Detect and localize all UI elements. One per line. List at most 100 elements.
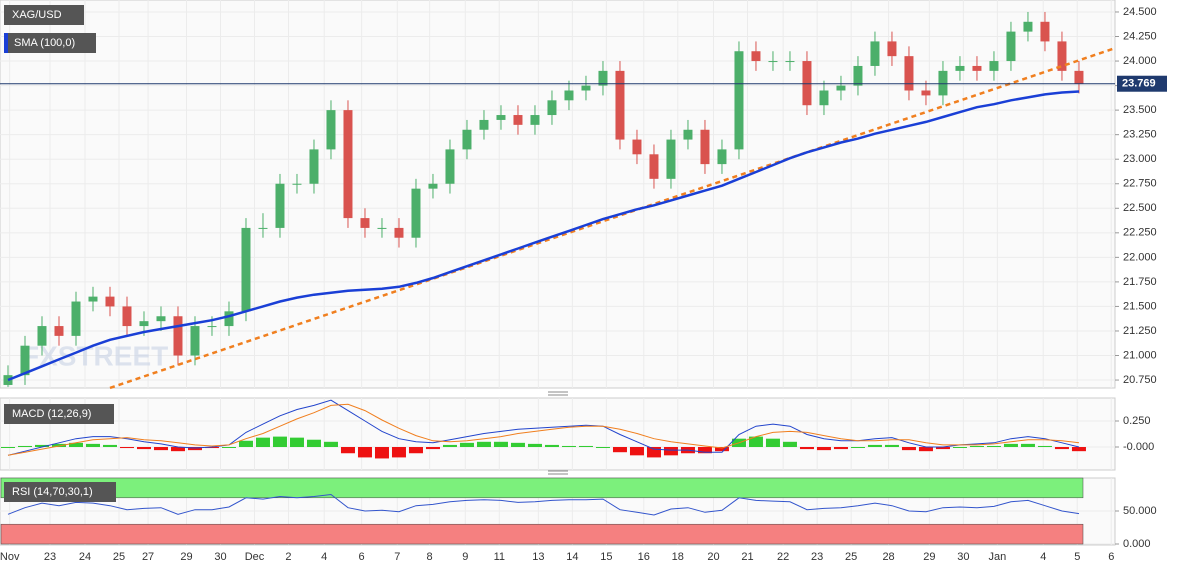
x-tick-label: 4: [321, 551, 327, 563]
histogram-bar: [357, 447, 372, 458]
histogram-bar: [510, 442, 525, 448]
histogram-bar: [408, 447, 423, 454]
histogram-bar: [1054, 447, 1069, 450]
separator-grip[interactable]: [548, 470, 568, 475]
histogram-bar: [51, 443, 66, 448]
histogram-bar: [561, 445, 576, 448]
histogram-bar: [102, 444, 117, 448]
histogram-bar: [17, 445, 32, 448]
y-tick-label: 21.500: [1123, 300, 1157, 312]
candle-body: [989, 61, 999, 71]
y-tick-label: 21.250: [1123, 325, 1157, 337]
candle-body: [768, 61, 778, 63]
x-tick-label: 23: [44, 551, 56, 563]
y-tick-label: 50.000: [1123, 505, 1157, 517]
legend-box: [4, 404, 114, 424]
candle-body: [105, 296, 115, 307]
histogram-bar: [986, 445, 1001, 448]
candle-body: [309, 149, 319, 184]
histogram-bar: [714, 447, 729, 452]
x-tick-label: 5: [1074, 551, 1080, 563]
histogram-bar: [748, 436, 763, 448]
histogram-bar: [119, 447, 134, 449]
x-tick-label: 7: [394, 551, 400, 563]
histogram-bar: [68, 442, 83, 448]
histogram-bar: [85, 443, 100, 448]
candle-body: [37, 326, 47, 346]
legend-title: MACD (12,26,9): [12, 408, 91, 420]
candle-body: [20, 345, 30, 376]
histogram-bar: [935, 447, 950, 450]
histogram-bar: [476, 441, 491, 448]
legend-box: [4, 5, 84, 25]
histogram-bar: [884, 444, 899, 448]
candle-body: [785, 61, 795, 63]
separator-grip[interactable]: [548, 391, 568, 396]
candle-body: [71, 301, 81, 336]
x-tick-label: 9: [462, 551, 468, 563]
candle-body: [700, 129, 710, 165]
x-tick-label: 18: [672, 551, 684, 563]
candle-body: [394, 227, 404, 238]
histogram-bar: [544, 444, 559, 448]
histogram-bar: [799, 447, 814, 450]
y-tick-label: -0.000: [1123, 441, 1154, 453]
rsi-line: [7, 493, 1080, 516]
x-tick-label: 8: [427, 551, 433, 563]
sma-line: [7, 90, 1080, 382]
histogram-bar: [918, 447, 933, 452]
candle-body: [445, 149, 455, 184]
candle-body: [632, 139, 642, 155]
candle-body: [717, 149, 727, 165]
candle-body: [1057, 41, 1067, 71]
x-tick-label: 24: [79, 551, 91, 563]
macd-panel: [0, 397, 1116, 471]
candle-body: [853, 65, 863, 86]
histogram-bar: [493, 441, 508, 448]
candle-body: [428, 183, 438, 189]
histogram-bar: [34, 444, 49, 448]
histogram-bar: [374, 447, 389, 459]
histogram-bar: [153, 447, 168, 451]
histogram-bar: [969, 445, 984, 448]
y-tick-label: 21.750: [1123, 276, 1157, 288]
histogram-bar: [1003, 443, 1018, 448]
histogram-bar: [255, 437, 270, 448]
candle-body: [598, 70, 608, 86]
histogram-bar: [697, 447, 712, 454]
x-tick-label: 15: [600, 551, 612, 563]
x-tick-label: 28: [882, 551, 894, 563]
candle-body: [887, 41, 897, 57]
histogram-bar: [867, 444, 882, 448]
candle-body: [666, 139, 676, 179]
candle-body: [377, 227, 387, 229]
legend-entry: SMA (100,0): [14, 37, 75, 49]
histogram-bar: [850, 447, 865, 449]
histogram-bar: [442, 444, 457, 448]
candle-body: [156, 316, 166, 322]
histogram-bar: [629, 447, 644, 456]
macd-line: [7, 403, 1080, 456]
x-tick-label: 29: [180, 551, 192, 563]
y-tick-label: 22.000: [1123, 251, 1157, 263]
candle-body: [326, 110, 336, 150]
x-tick-label: 11: [494, 551, 505, 563]
x-tick-label: 16: [638, 551, 650, 563]
candle-body: [1006, 31, 1016, 62]
histogram-bar: [612, 447, 627, 453]
histogram-bar: [901, 447, 916, 451]
trendline: [109, 47, 1116, 390]
y-tick-label: 0.000: [1123, 538, 1151, 550]
x-tick-label: 21: [741, 551, 753, 563]
candle-body: [547, 100, 557, 116]
histogram-bar: [595, 447, 610, 449]
histogram-bar: [833, 447, 848, 450]
histogram-bar: [136, 447, 151, 450]
candle-body: [1040, 21, 1050, 42]
x-tick-label: 20: [707, 551, 719, 563]
candle-body: [836, 85, 846, 91]
x-tick-label: 29: [923, 551, 935, 563]
histogram-bar: [459, 442, 474, 448]
y-tick-label: 22.500: [1123, 202, 1157, 214]
